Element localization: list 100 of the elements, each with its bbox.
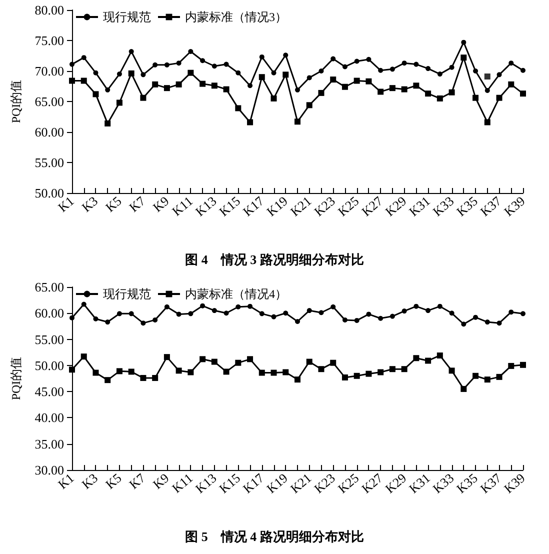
x-tick-label: K5 — [102, 193, 124, 215]
y-tick-label: 35.00 — [34, 436, 64, 452]
point — [212, 308, 217, 314]
point — [283, 310, 288, 316]
x-tick-label: K9 — [150, 193, 172, 215]
text: 图 5 情况 4 路况明细分布对比 — [185, 529, 364, 544]
point — [152, 374, 158, 381]
point — [354, 58, 360, 64]
point — [282, 369, 289, 376]
point — [176, 81, 182, 88]
point — [128, 368, 134, 375]
point — [105, 320, 110, 325]
point — [247, 119, 254, 126]
point — [437, 72, 442, 77]
point — [378, 88, 384, 95]
point — [200, 80, 206, 87]
point — [306, 308, 312, 314]
point — [402, 60, 407, 66]
point — [69, 78, 75, 84]
point — [223, 368, 230, 375]
point — [70, 62, 74, 67]
point — [164, 85, 170, 92]
point — [224, 62, 229, 67]
point — [378, 316, 384, 321]
point — [414, 62, 419, 67]
point — [354, 318, 360, 323]
point — [188, 48, 194, 54]
point — [128, 48, 134, 54]
point — [235, 360, 242, 366]
point — [449, 64, 454, 70]
point — [116, 100, 122, 106]
legend-label: 现行规范 — [103, 10, 151, 24]
point — [318, 366, 324, 372]
point — [366, 312, 372, 317]
point — [342, 84, 348, 90]
point — [425, 358, 432, 364]
x-tick-label: K9 — [150, 470, 172, 492]
point — [140, 72, 146, 78]
point — [211, 358, 218, 365]
point — [484, 119, 490, 126]
point — [460, 386, 467, 392]
y-tick-label: 65.00 — [34, 94, 64, 109]
y-tick-label: 45.00 — [34, 384, 64, 400]
point — [330, 76, 336, 83]
point — [200, 356, 206, 362]
x-tick-label: K5 — [102, 470, 124, 492]
point — [236, 304, 241, 310]
point — [508, 362, 514, 369]
y-tick-label: 80.00 — [34, 2, 64, 18]
point — [200, 58, 206, 64]
point — [128, 70, 134, 76]
point — [295, 319, 300, 324]
point — [128, 311, 134, 316]
point — [81, 302, 86, 307]
point — [425, 90, 432, 97]
point — [176, 312, 182, 317]
point — [342, 64, 348, 70]
point — [414, 304, 419, 309]
point — [92, 370, 99, 376]
point — [176, 60, 182, 66]
point — [259, 311, 264, 316]
y-tick-label: 65.00 — [34, 280, 64, 294]
point — [413, 355, 420, 362]
point — [402, 308, 407, 314]
point — [484, 88, 490, 94]
point — [496, 320, 502, 326]
x-tick-label: K3 — [78, 193, 101, 215]
y-tick-label: 40.00 — [34, 410, 64, 426]
point — [330, 56, 336, 62]
point — [496, 94, 502, 101]
point — [484, 73, 490, 80]
y-tick-label: 60.00 — [34, 124, 64, 140]
point — [164, 304, 170, 310]
point — [258, 74, 265, 80]
point — [390, 314, 395, 319]
x-tick-label: K3 — [78, 470, 101, 492]
point — [223, 86, 230, 92]
point — [401, 86, 408, 92]
point — [354, 78, 360, 84]
point — [436, 352, 443, 358]
point — [248, 304, 253, 309]
point — [259, 54, 264, 60]
point — [258, 370, 265, 376]
point — [270, 95, 277, 102]
point — [152, 317, 158, 322]
point — [378, 68, 384, 73]
point — [389, 366, 396, 372]
point — [496, 374, 502, 380]
y-axis-title: PQI的值 — [9, 80, 23, 124]
point — [437, 304, 442, 309]
point — [318, 90, 324, 96]
legend-label: 内蒙标准（情况4） — [185, 287, 287, 301]
point — [211, 82, 218, 89]
point — [236, 70, 241, 76]
point — [224, 310, 229, 316]
point — [200, 303, 206, 308]
point — [366, 78, 372, 84]
point — [104, 120, 111, 126]
point — [294, 118, 300, 125]
point — [520, 362, 526, 368]
